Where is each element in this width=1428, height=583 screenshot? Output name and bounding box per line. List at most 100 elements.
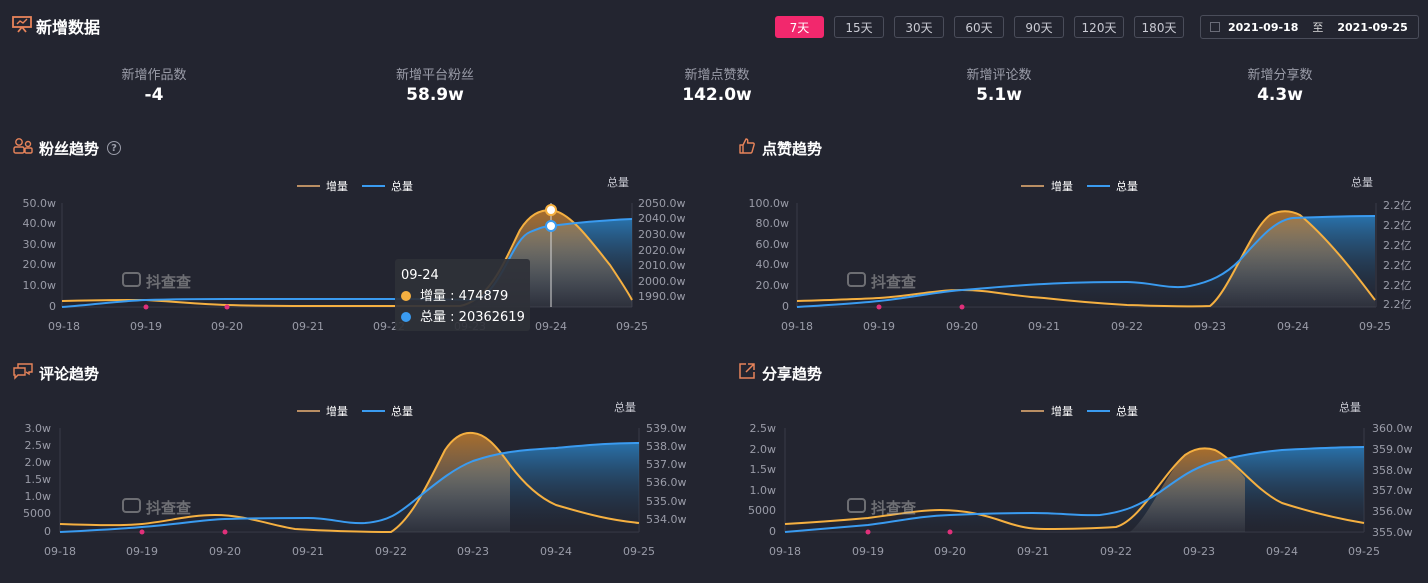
svg-text:539.0w: 539.0w <box>646 422 687 435</box>
stat-label: 新增分享数 <box>1247 68 1313 83</box>
left-axis: 2.5w 2.0w 1.5w 1.0w 5000 0 <box>748 422 776 538</box>
svg-text:0: 0 <box>782 300 789 313</box>
svg-text:20.0w: 20.0w <box>756 279 790 292</box>
legend-increment[interactable]: 增量 <box>326 179 348 193</box>
svg-text:09-18: 09-18 <box>769 545 801 558</box>
legend-total[interactable]: 总量 <box>391 404 413 418</box>
svg-text:2020.0w: 2020.0w <box>638 244 686 257</box>
svg-text:09-20: 09-20 <box>209 545 241 558</box>
right-axis: 360.0w 359.0w 358.0w 357.0w 356.0w 355.0… <box>1372 422 1413 539</box>
range-180d-button[interactable]: 180天 <box>1134 16 1184 38</box>
legend-increment[interactable]: 增量 <box>1051 404 1073 418</box>
watermark: 抖查查 <box>122 272 192 291</box>
comments-trend-chart: 增量 总量 总量 3.0w 2.5w 2.0w 1.5w 1.0w 5000 0… <box>23 400 687 558</box>
range-30d-button[interactable]: 30天 <box>894 16 944 38</box>
svg-text:09-25: 09-25 <box>1348 545 1380 558</box>
x-axis: 09-18 09-19 09-20 09-21 09-22 09-23 09-2… <box>769 545 1380 558</box>
chart-legend: 增量 总量 <box>1021 404 1138 418</box>
chart-legend: 增量 总量 <box>297 404 413 418</box>
svg-text:总量 : 20362619: 总量 : 20362619 <box>420 310 525 325</box>
svg-text:356.0w: 356.0w <box>1372 505 1413 518</box>
help-icon[interactable]: ? <box>107 141 122 155</box>
svg-text:2.2亿: 2.2亿 <box>1383 219 1412 232</box>
section-header: 新增数据 <box>12 14 100 38</box>
x-axis: 09-18 09-19 09-20 09-21 09-22 09-23 09-2… <box>781 320 1391 333</box>
svg-text:09-19: 09-19 <box>863 320 895 333</box>
svg-text:0: 0 <box>769 525 776 538</box>
range-60d-button[interactable]: 60天 <box>954 16 1004 38</box>
fans-trend-chart: 增量 总量 总量 50.0w 40.0w 30.0w 20.0w 10.0w 0… <box>23 175 686 333</box>
svg-text:09-22: 09-22 <box>375 545 407 558</box>
svg-text:09-25: 09-25 <box>1359 320 1391 333</box>
svg-text:09-19: 09-19 <box>126 545 158 558</box>
svg-text:2.2亿: 2.2亿 <box>1383 279 1412 292</box>
stat-new-likes: 新增点赞数 142.0w <box>627 64 807 105</box>
svg-text:09-20: 09-20 <box>934 545 966 558</box>
svg-text:2.2亿: 2.2亿 <box>1383 259 1412 272</box>
stat-new-works: 新增作品数 -4 <box>64 64 244 105</box>
svg-text:09-21: 09-21 <box>292 320 324 333</box>
date-separator: 至 <box>1312 21 1324 34</box>
svg-text:09-22: 09-22 <box>1100 545 1132 558</box>
comment-icon <box>13 362 33 384</box>
svg-text:60.0w: 60.0w <box>756 238 790 251</box>
legend-total[interactable]: 总量 <box>391 179 413 193</box>
comments-trend-title: 评论趋势 <box>13 362 99 384</box>
svg-text:358.0w: 358.0w <box>1372 464 1413 477</box>
stat-value: 5.1w <box>976 85 1022 105</box>
panel-title-text: 评论趋势 <box>39 364 100 383</box>
svg-text:09-23: 09-23 <box>457 545 489 558</box>
svg-text:2.2亿: 2.2亿 <box>1383 239 1412 252</box>
chart-legend: 增量 总量 <box>1021 179 1138 193</box>
x-axis: 09-18 09-19 09-20 09-21 09-22 09-23 09-2… <box>44 545 655 558</box>
right-axis: 2050.0w 2040.0w 2030.0w 2020.0w 2010.0w … <box>638 197 686 303</box>
stat-label: 新增点赞数 <box>684 68 750 83</box>
svg-text:1.5w: 1.5w <box>25 473 52 486</box>
date-range-picker[interactable]: 2021-09-18 至 2021-09-25 <box>1200 15 1419 39</box>
range-120d-button[interactable]: 120天 <box>1074 16 1124 38</box>
svg-text:2040.0w: 2040.0w <box>638 212 686 225</box>
fans-trend-title: 粉丝趋势 ? <box>13 137 122 159</box>
right-axis-title: 总量 <box>1339 400 1361 414</box>
range-7d-button[interactable]: 7天 <box>775 16 824 38</box>
legend-increment[interactable]: 增量 <box>326 404 348 418</box>
legend-increment[interactable]: 增量 <box>1051 179 1073 193</box>
right-axis-title: 总量 <box>607 175 629 189</box>
svg-text:3.0w: 3.0w <box>25 422 52 435</box>
svg-text:1.5w: 1.5w <box>750 463 777 476</box>
thumbs-up-icon <box>738 137 756 159</box>
svg-text:09-18: 09-18 <box>781 320 813 333</box>
range-15d-button[interactable]: 15天 <box>834 16 884 38</box>
svg-text:534.0w: 534.0w <box>646 513 687 526</box>
svg-text:359.0w: 359.0w <box>1372 443 1413 456</box>
svg-text:40.0w: 40.0w <box>23 217 57 230</box>
start-date[interactable]: 2021-09-18 <box>1228 20 1299 34</box>
svg-text:538.0w: 538.0w <box>646 440 687 453</box>
svg-text:09-21: 09-21 <box>1017 545 1049 558</box>
legend-total[interactable]: 总量 <box>1116 404 1138 418</box>
svg-text:100.0w: 100.0w <box>749 197 790 210</box>
range-90d-button[interactable]: 90天 <box>1014 16 1064 38</box>
svg-text:2.2亿: 2.2亿 <box>1383 298 1412 311</box>
left-axis: 3.0w 2.5w 2.0w 1.5w 1.0w 5000 0 <box>23 422 51 538</box>
svg-text:2030.0w: 2030.0w <box>638 228 686 241</box>
svg-text:09-20: 09-20 <box>946 320 978 333</box>
stat-value: 142.0w <box>682 85 752 105</box>
svg-text:09-22: 09-22 <box>1111 320 1143 333</box>
svg-text:536.0w: 536.0w <box>646 476 687 489</box>
svg-text:抖查查: 抖查查 <box>871 273 917 291</box>
legend-total[interactable]: 总量 <box>1116 179 1138 193</box>
svg-text:2.5w: 2.5w <box>25 439 52 452</box>
x-axis: 09-18 09-19 09-20 09-21 09-22 09-23 09-2… <box>48 320 648 333</box>
likes-trend-chart: 增量 总量 总量 100.0w 80.0w 60.0w 40.0w 20.0w … <box>749 175 1412 333</box>
svg-text:2.0w: 2.0w <box>25 456 52 469</box>
right-axis: 539.0w 538.0w 537.0w 536.0w 535.0w 534.0… <box>646 422 687 526</box>
calendar-icon <box>1210 22 1220 32</box>
panel-title-text: 分享趋势 <box>762 364 823 383</box>
stat-label: 新增评论数 <box>966 68 1032 83</box>
end-date[interactable]: 2021-09-25 <box>1337 20 1408 34</box>
left-axis: 100.0w 80.0w 60.0w 40.0w 20.0w 0 <box>749 197 790 313</box>
svg-text:09-24: 09-24 <box>540 545 572 558</box>
likes-trend-title: 点赞趋势 <box>738 137 822 159</box>
